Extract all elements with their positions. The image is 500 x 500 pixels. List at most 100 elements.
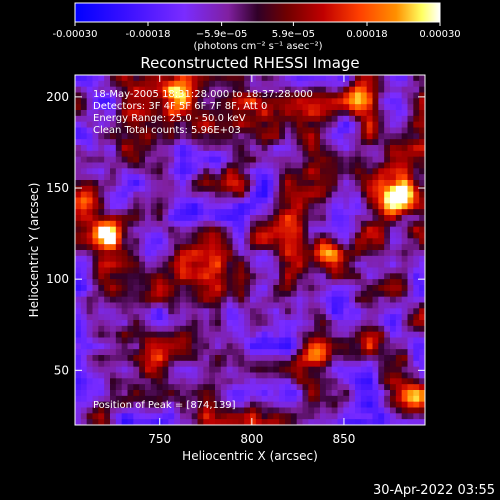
heatmap-cell: [75, 255, 82, 263]
heatmap-cell: [75, 261, 82, 268]
heatmap-cell: [273, 92, 280, 99]
heatmap-cell: [261, 285, 268, 292]
heatmap-cell: [92, 331, 99, 338]
heatmap-cell: [145, 92, 152, 99]
heatmap-cell: [121, 290, 128, 298]
heatmap-cell: [308, 226, 315, 233]
heatmap-cell: [407, 185, 414, 193]
heatmap-cell: [355, 139, 362, 146]
heatmap-cell: [226, 80, 233, 88]
heatmap-cell: [168, 250, 175, 257]
heatmap-cell: [279, 115, 286, 123]
heatmap-cell: [203, 384, 210, 391]
heatmap-cell: [395, 390, 403, 397]
heatmap-cell: [145, 86, 152, 93]
heatmap-cell: [355, 349, 362, 356]
heatmap-cell: [185, 355, 193, 362]
heatmap-cell: [75, 232, 82, 239]
heatmap-cell: [314, 290, 321, 298]
heatmap-cell: [390, 80, 397, 88]
heatmap-cell: [98, 308, 105, 315]
heatmap-cell: [162, 232, 169, 239]
heatmap-cell: [104, 215, 111, 222]
heatmap-cell: [80, 325, 88, 333]
heatmap-cell: [372, 331, 379, 338]
heatmap-cell: [349, 92, 356, 99]
heatmap-cell: [197, 86, 204, 93]
heatmap-cell: [261, 401, 268, 408]
heatmap-cell: [267, 331, 274, 338]
heatmap-cell: [92, 401, 99, 408]
heatmap-cell: [355, 121, 362, 128]
heatmap-cell: [92, 302, 99, 309]
heatmap-cell: [343, 314, 350, 321]
heatmap-cell: [314, 320, 321, 327]
heatmap-cell: [145, 145, 152, 152]
heatmap-cell: [203, 191, 210, 198]
heatmap-cell: [308, 343, 315, 350]
heatmap-cell: [203, 296, 210, 303]
heatmap-cell: [110, 267, 117, 274]
heatmap-cell: [343, 86, 350, 93]
heatmap-cell: [302, 162, 309, 169]
heatmap-cell: [302, 156, 309, 163]
heatmap-cell: [180, 261, 187, 268]
heatmap-cell: [191, 226, 198, 233]
heatmap-cell: [191, 279, 198, 286]
heatmap-cell: [372, 133, 379, 140]
heatmap-cell: [413, 255, 420, 263]
heatmap-cell: [279, 325, 286, 333]
heatmap-cell: [162, 401, 169, 408]
heatmap-cell: [320, 331, 327, 338]
heatmap-cell: [331, 360, 338, 368]
heatmap-cell: [320, 168, 327, 175]
heatmap-cell: [279, 279, 286, 286]
heatmap-cell: [127, 302, 134, 309]
heatmap-cell: [355, 180, 362, 187]
heatmap-cell: [267, 191, 274, 198]
heatmap-cell: [80, 413, 88, 420]
heatmap-cell: [121, 314, 128, 321]
heatmap-cell: [296, 413, 303, 420]
heatmap-cell: [343, 384, 350, 391]
heatmap-cell: [92, 255, 99, 263]
heatmap-cell: [331, 302, 338, 309]
heatmap-cell: [238, 320, 245, 327]
heatmap-cell: [261, 203, 268, 210]
heatmap-cell: [325, 139, 333, 146]
heatmap-cell: [296, 197, 303, 204]
heatmap-cell: [238, 384, 245, 391]
heatmap-cell: [372, 98, 379, 105]
heatmap-cell: [150, 349, 158, 356]
heatmap-cell: [121, 308, 128, 315]
heatmap-cell: [174, 127, 181, 134]
heatmap-cell: [285, 226, 292, 233]
heatmap-cell: [360, 261, 368, 268]
heatmap-cell: [296, 185, 303, 193]
heatmap-cell: [110, 150, 117, 158]
heatmap-cell: [320, 285, 327, 292]
heatmap-cell: [209, 337, 216, 344]
heatmap-cell: [238, 75, 245, 82]
heatmap-cell: [238, 395, 245, 403]
heatmap-cell: [279, 185, 286, 193]
heatmap-cell: [331, 413, 338, 420]
heatmap-cell: [139, 273, 146, 280]
heatmap-cell: [133, 255, 140, 263]
heatmap-cell: [255, 331, 263, 338]
heatmap-cell: [314, 75, 321, 82]
heatmap-cell: [86, 150, 93, 158]
heatmap-cell: [384, 349, 391, 356]
heatmap-cell: [98, 127, 105, 134]
heatmap-cell: [337, 191, 344, 198]
heatmap-cell: [92, 320, 99, 327]
heatmap-cell: [191, 366, 198, 373]
heatmap-cell: [150, 162, 158, 169]
heatmap-cell: [296, 250, 303, 257]
heatmap-cell: [390, 92, 397, 99]
heatmap-cell: [104, 150, 111, 158]
heatmap-cell: [185, 139, 193, 146]
heatmap-cell: [395, 366, 403, 373]
heatmap-cell: [92, 285, 99, 292]
heatmap-cell: [308, 127, 315, 134]
